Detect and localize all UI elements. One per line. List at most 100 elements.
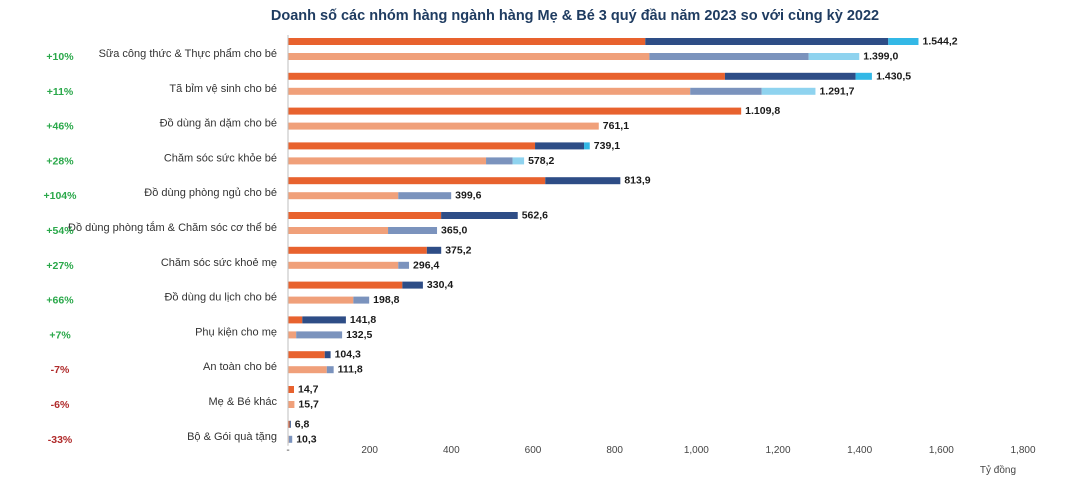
bar-2022-5-seg1: [388, 227, 438, 234]
value-label-2023-1: 1.430,5: [876, 70, 911, 82]
bar-2023-8-seg0: [288, 316, 303, 324]
bar-2023-11-seg1: [289, 420, 291, 428]
value-label-2023-11: 6,8: [295, 418, 310, 430]
bar-2023-3-seg1: [535, 142, 585, 150]
growth-label-9: -7%: [51, 364, 70, 376]
x-tick-label-9: 1,800: [1010, 445, 1035, 456]
bar-2022-3-seg0: [288, 157, 487, 165]
x-tick-label-1: 200: [361, 445, 378, 456]
category-label-0: Sữa công thức & Thực phẩm cho bé: [99, 48, 277, 60]
bar-2022-8-seg0: [288, 331, 297, 339]
value-label-2022-1: 1.291,7: [819, 85, 854, 97]
x-tick-label-4: 800: [606, 445, 623, 456]
bar-2022-4-seg1: [398, 192, 452, 200]
value-label-2022-0: 1.399,0: [863, 51, 898, 63]
category-label-3: Chăm sóc sức khỏe bé: [164, 152, 277, 164]
growth-label-6: +27%: [46, 260, 74, 272]
x-tick-label-5: 1,000: [684, 445, 709, 456]
bar-2023-0-seg2: [888, 38, 919, 45]
bar-2023-6-seg1: [426, 246, 442, 254]
bar-2022-7-seg0: [288, 296, 354, 304]
value-label-2023-6: 375,2: [445, 244, 471, 256]
category-label-5: Đồ dùng phòng tắm & Chăm sóc cơ thể bé: [68, 221, 277, 234]
bar-2023-0-seg0: [288, 38, 646, 45]
bar-2022-1-seg1: [690, 87, 762, 95]
growth-label-8: +7%: [49, 329, 71, 341]
bar-2022-4-seg0: [288, 192, 399, 200]
bar-2022-9-seg0: [288, 366, 327, 374]
bar-2023-1-seg2: [855, 72, 872, 80]
bar-2023-9-seg1: [324, 351, 331, 359]
bar-2022-3-seg1: [486, 157, 513, 165]
bar-2023-4-seg1: [545, 177, 621, 185]
value-label-2022-10: 15,7: [298, 399, 319, 411]
value-label-2022-11: 10,3: [296, 433, 317, 445]
category-label-11: Bộ & Gói quà tặng: [187, 431, 277, 443]
bar-2023-0-seg1: [645, 38, 889, 45]
bar-2023-5-seg1: [441, 212, 518, 219]
bar-2022-6-seg1: [398, 261, 410, 269]
category-label-9: An toàn cho bé: [203, 361, 277, 373]
value-label-2023-9: 104,3: [335, 349, 361, 361]
bar-2023-5-seg0: [288, 212, 442, 219]
category-label-8: Phụ kiện cho mẹ: [195, 326, 277, 338]
bar-2022-0-seg1: [649, 53, 809, 60]
bar-2022-10-seg0: [288, 401, 295, 408]
bar-2022-0-seg0: [288, 53, 650, 60]
value-label-2022-6: 296,4: [413, 259, 439, 271]
bar-2022-2-seg0: [288, 122, 599, 130]
bar-2022-9-seg1: [326, 366, 334, 374]
x-tick-label-6: 1,200: [765, 445, 790, 456]
bar-2023-3-seg0: [288, 142, 536, 150]
growth-label-7: +66%: [46, 295, 74, 307]
bar-2022-1-seg0: [288, 87, 691, 95]
bar-2023-9-seg0: [288, 351, 325, 359]
bar-2022-1-seg2: [761, 87, 816, 95]
category-label-10: Mẹ & Bé khác: [209, 396, 278, 408]
category-label-7: Đồ dùng du lịch cho bé: [164, 292, 277, 304]
x-axis: - 200 400 600 800 1,000 1,200 1,400 1,600 1,800: [286, 35, 1036, 456]
growth-label-5: +54%: [46, 225, 74, 237]
bar-2023-8-seg1: [302, 316, 346, 324]
growth-label-11: -33%: [48, 434, 73, 446]
x-tick-label-7: 1,400: [847, 445, 872, 456]
bar-2022-5-seg0: [288, 227, 389, 234]
bar-2022-3-seg2: [512, 157, 525, 165]
value-label-2023-8: 141,8: [350, 314, 376, 326]
bar-2023-4-seg0: [288, 177, 546, 185]
category-label-6: Chăm sóc sức khoẻ mẹ: [161, 257, 277, 269]
value-label-2023-10: 14,7: [298, 384, 319, 396]
growth-label-1: +11%: [47, 86, 74, 98]
category-label-1: Tã bỉm vệ sinh cho bé: [169, 83, 277, 95]
value-label-2022-3: 578,2: [528, 155, 554, 167]
value-label-2022-8: 132,5: [346, 329, 372, 341]
bar-2023-6-seg0: [288, 246, 427, 254]
growth-label-2: +46%: [46, 121, 74, 133]
value-label-2022-5: 365,0: [441, 225, 467, 237]
growth-label-0: +10%: [46, 51, 74, 63]
x-tick-label-8: 1,600: [929, 445, 954, 456]
growth-label-3: +28%: [46, 155, 74, 167]
bar-2022-6-seg0: [288, 261, 399, 269]
value-label-2023-5: 562,6: [522, 210, 548, 222]
x-axis-unit-label: Tỷ đồng: [980, 464, 1016, 476]
bar-2022-11-seg1: [288, 435, 293, 443]
bars-layer: [288, 38, 919, 443]
labels-layer: 1.544,2 1.399,0 Sữa công thức & Thực phẩm …: [44, 36, 958, 446]
growth-label-10: -6%: [51, 399, 70, 411]
bar-2023-1-seg1: [724, 72, 856, 80]
value-label-2023-4: 813,9: [624, 175, 650, 187]
value-label-2022-9: 111,8: [338, 364, 363, 376]
category-label-4: Đồ dùng phòng ngủ cho bé: [144, 187, 277, 199]
bar-2023-1-seg0: [288, 72, 725, 80]
x-tick-label-3: 600: [525, 445, 542, 456]
growth-label-4: +104%: [44, 190, 78, 202]
bar-2022-7-seg1: [353, 296, 370, 304]
bar-2023-11-seg0: [288, 420, 290, 428]
value-label-2023-2: 1.109,8: [745, 105, 780, 117]
bar-2023-2-seg0: [288, 107, 742, 115]
chart-title: Doanh số các nhóm hàng ngành hàng Mẹ & B…: [271, 8, 879, 24]
value-label-2023-7: 330,4: [427, 279, 453, 291]
